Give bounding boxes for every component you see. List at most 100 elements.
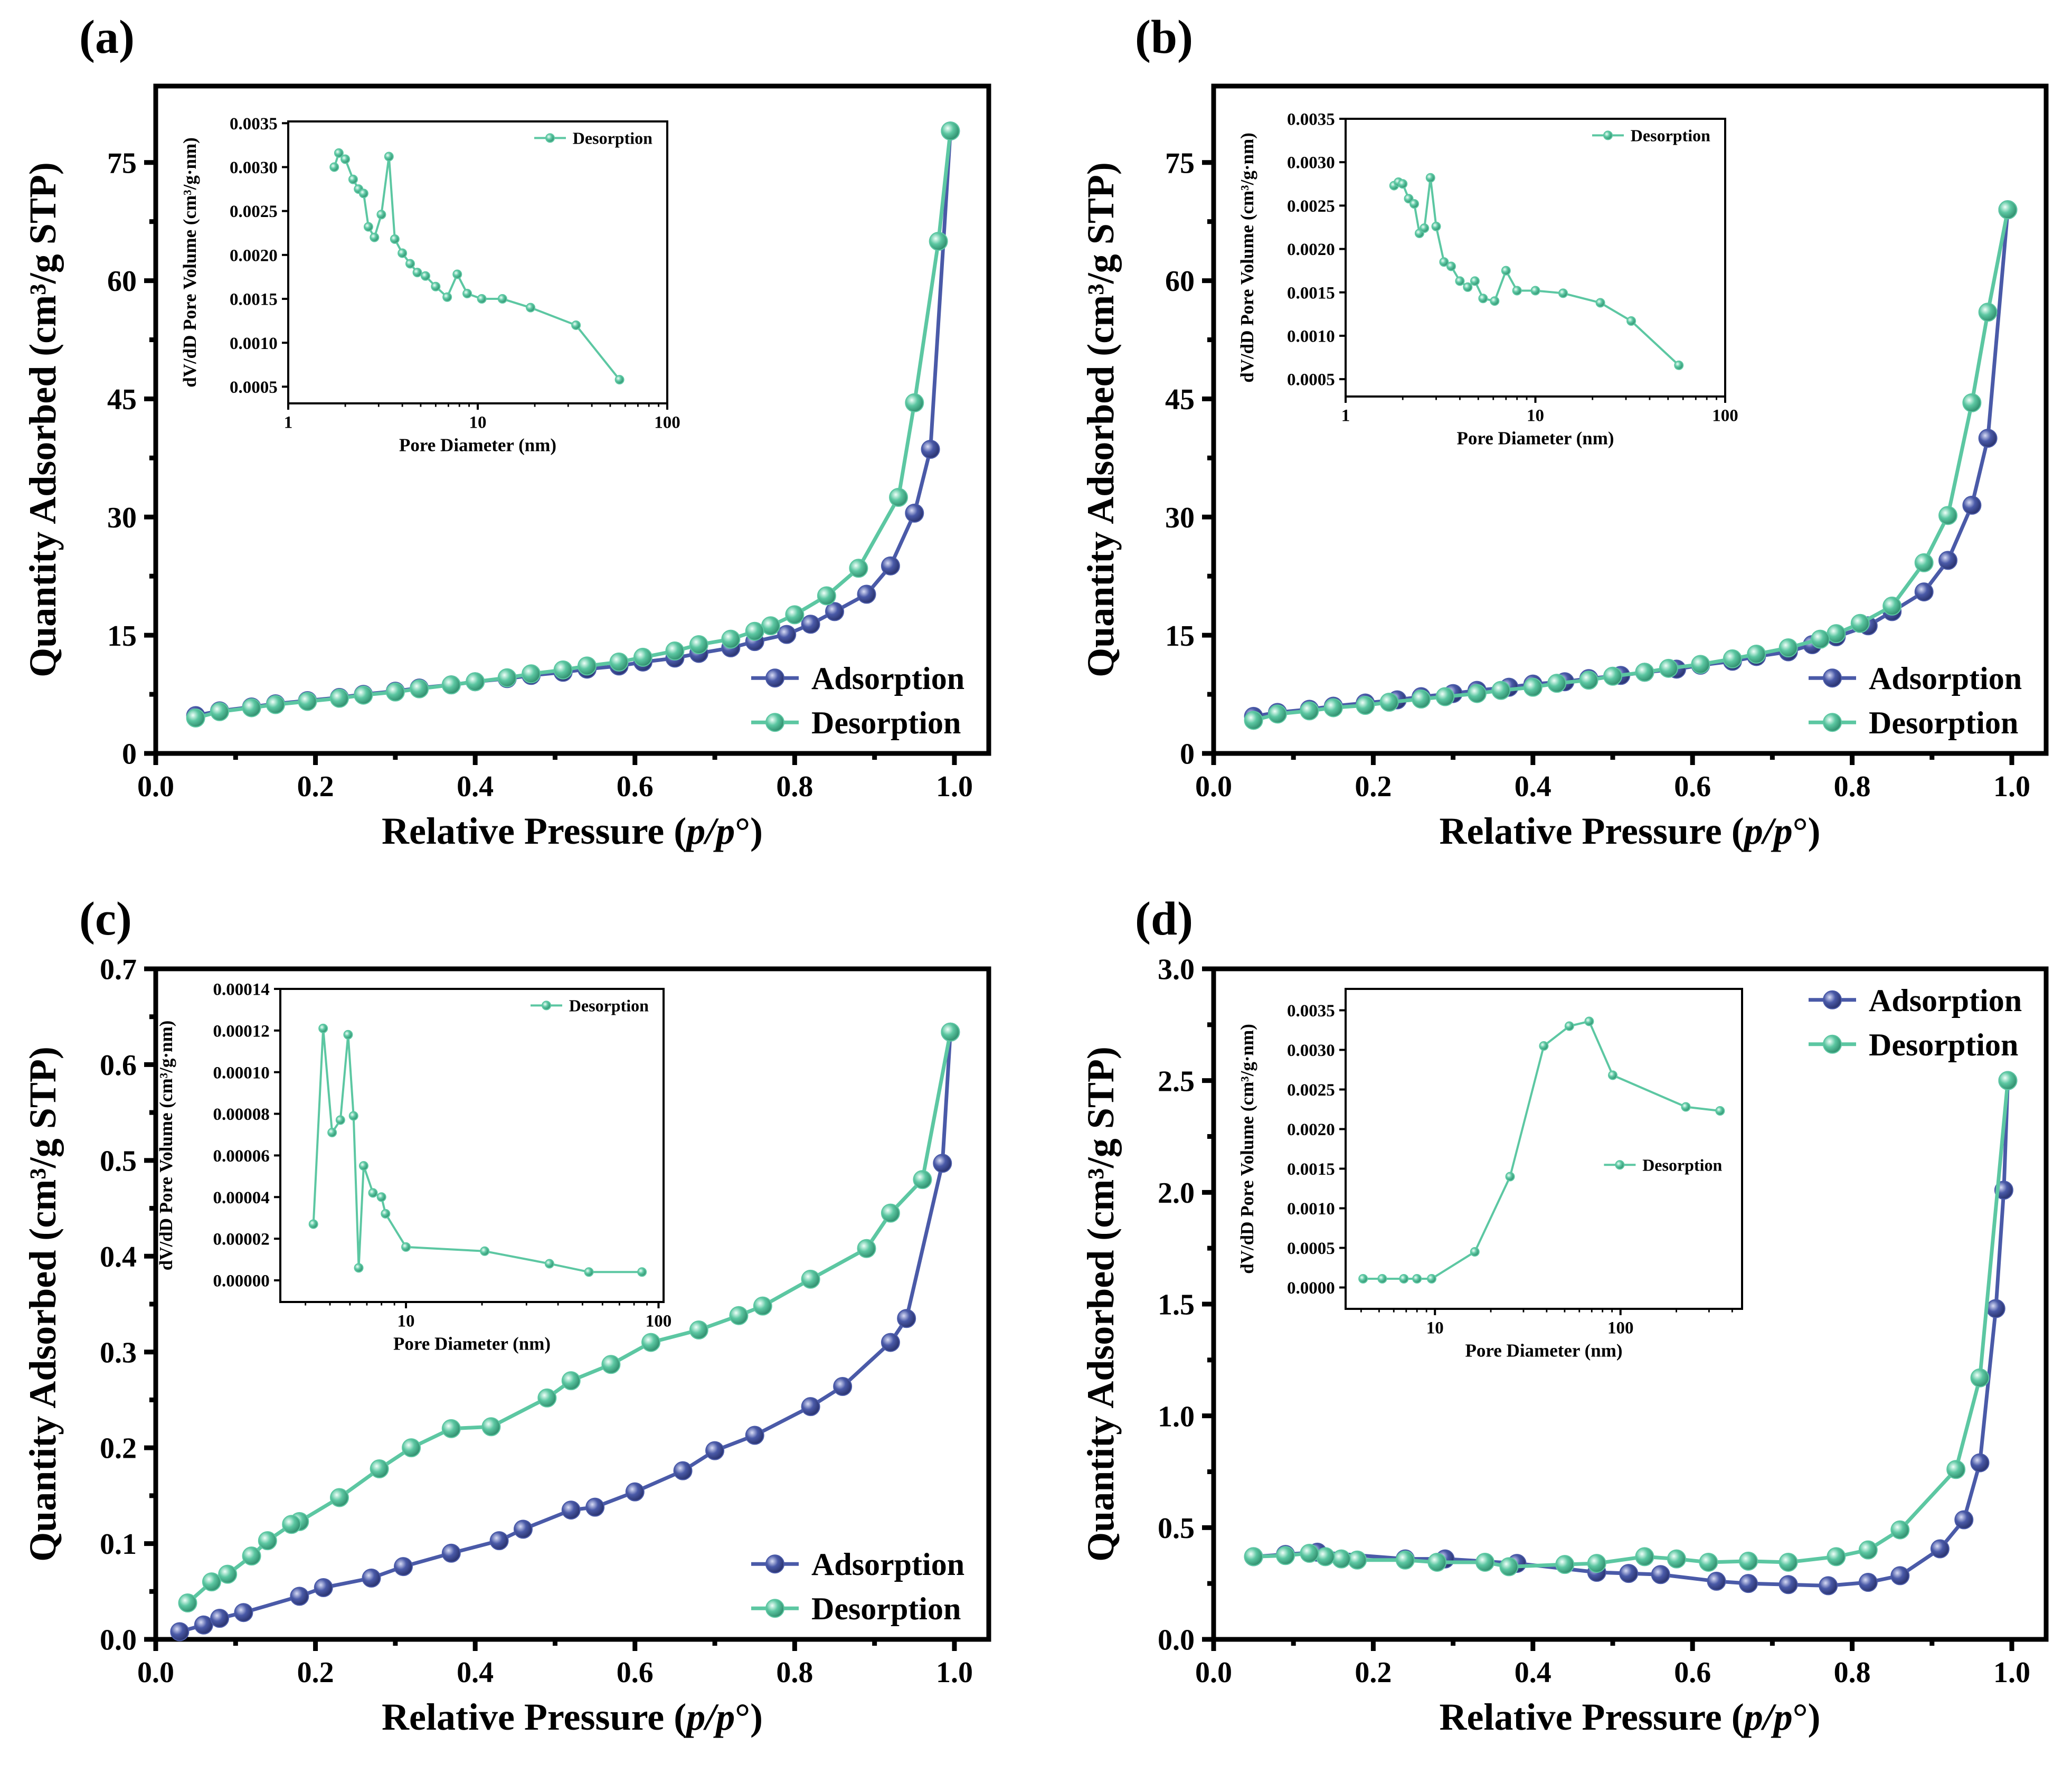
desorption-point: [481, 1417, 501, 1437]
x-axis-label: Relative Pressure (p/p°): [382, 1696, 763, 1738]
inset-desorption-point: [340, 154, 351, 164]
inset-desorption-point: [376, 1192, 386, 1202]
inset-desorption-point: [1681, 1102, 1691, 1112]
inset-x-tick-label: 100: [646, 1312, 672, 1331]
inset-y-tick-label: 0.0025: [1287, 1081, 1335, 1100]
desorption-point: [913, 1170, 932, 1190]
x-tick-label: 0.8: [1834, 770, 1871, 803]
desorption-point: [1827, 624, 1846, 644]
desorption-point: [186, 708, 205, 728]
desorption-point: [1499, 1557, 1519, 1577]
legend-adsorption-label: Adsorption: [811, 661, 964, 696]
legend-desorption-label: Desorption: [1642, 1156, 1722, 1175]
inset-desorption-point: [462, 289, 472, 299]
inset-desorption-point: [1715, 1106, 1725, 1116]
x-label-italic: p/p: [683, 1696, 735, 1738]
inset-y-axis-label: dV/dD Pore Volume (cm³/g·nm): [1237, 133, 1257, 383]
adsorption-point: [1819, 1576, 1838, 1596]
desorption-point: [1300, 1544, 1319, 1563]
legend-desorption-label: Desorption: [569, 996, 649, 1015]
x-label-italic: p/p: [1741, 1696, 1793, 1738]
inset-desorption-point: [327, 1128, 337, 1138]
legend-adsorption-label: Adsorption: [1869, 661, 2022, 696]
y-tick-label: 0: [1180, 738, 1195, 771]
inset-desorption-point: [401, 1242, 411, 1252]
x-tick-label: 0.2: [1355, 1656, 1392, 1689]
y-axis-label: Quantity Adsorbed (cm³/g STP): [22, 162, 64, 677]
desorption-point: [1978, 303, 1998, 322]
legend-desorption-marker: [765, 713, 784, 732]
desorption-point: [1587, 1554, 1606, 1573]
desorption-point: [1467, 684, 1487, 703]
adsorption-point: [561, 1501, 581, 1520]
desorption-point: [242, 1546, 261, 1566]
legend-adsorption-marker: [765, 668, 784, 688]
adsorption-point: [1986, 1299, 2005, 1318]
inset-chart: 10 100 0.00000 0.00002 0.00004 0.00006 0.00008…: [156, 980, 671, 1354]
desorption-point: [577, 656, 597, 676]
legend-adsorption-label: Adsorption: [1869, 983, 2022, 1018]
inset-desorption-point: [1409, 199, 1420, 209]
inset-y-tick-label: 0.0020: [1287, 1120, 1335, 1139]
x-label-end: °): [735, 810, 763, 852]
inset-y-tick-label: 0.0000: [1287, 1279, 1335, 1298]
x-tick-label: 0.4: [457, 770, 494, 803]
y-tick-label: 30: [107, 502, 137, 534]
desorption-point: [1850, 614, 1870, 633]
inset-desorption-point: [1478, 294, 1488, 304]
desorption-point: [1914, 553, 1934, 572]
x-tick-label: 1.0: [1993, 1656, 2030, 1689]
inset-desorption-point: [637, 1267, 647, 1277]
inset-desorption-point: [1439, 257, 1449, 267]
inset-desorption-point: [354, 1263, 364, 1273]
inset-desorption-point: [421, 271, 431, 281]
desorption-point: [1962, 393, 1982, 412]
inset-y-tick-label: 0.0005: [1287, 1239, 1335, 1258]
x-label-text: Relative Pressure (: [1440, 810, 1744, 852]
desorption-point: [1691, 655, 1710, 674]
inset-desorption-point: [1446, 261, 1456, 271]
adsorption-point: [825, 602, 845, 621]
desorption-point: [1427, 1552, 1447, 1572]
desorption-point: [210, 702, 230, 721]
adsorption-point: [290, 1587, 309, 1606]
inset-desorption-point: [1425, 173, 1435, 183]
inset-desorption-point: [1490, 296, 1500, 306]
inset-desorption-point: [571, 320, 581, 330]
inset-desorption-point: [1501, 266, 1511, 276]
y-tick-label: 60: [1165, 265, 1195, 298]
inset-desorption-point: [1512, 286, 1522, 296]
desorption-point: [1348, 1550, 1367, 1570]
desorption-point: [1379, 692, 1399, 712]
x-tick-label: 0.8: [776, 770, 813, 803]
x-label-end: °): [1793, 810, 1821, 852]
adsorption-point: [745, 1426, 764, 1445]
desorption-point: [1547, 674, 1567, 693]
inset-y-tick-label: 0.0010: [1287, 1200, 1335, 1219]
desorption-point: [466, 672, 485, 692]
inset-desorption-point: [358, 1161, 368, 1171]
inset-y-tick-label: 0.00014: [213, 980, 270, 999]
desorption-point: [689, 635, 708, 655]
y-tick-label: 0: [122, 738, 137, 771]
inset-y-tick-label: 0.0015: [230, 290, 278, 309]
inset-y-tick-label: 0.0025: [230, 202, 278, 221]
adsorption-point: [1938, 551, 1958, 570]
legend-adsorption-marker: [1823, 668, 1842, 688]
legend-desorption-label: Desorption: [811, 705, 961, 740]
panel-d: (d) 0.0 0.2 0.4 0.6 0.8 1.0 0.0 0.5 1.0 1.5 2.0 2.5 3…: [1080, 893, 2049, 1738]
inset-y-tick-label: 0.00002: [213, 1230, 270, 1249]
inset-x-tick-label: 100: [1607, 1319, 1634, 1338]
adsorption-point: [857, 584, 876, 604]
adsorption-point: [1619, 1564, 1639, 1583]
desorption-point: [929, 231, 948, 251]
x-tick-label: 0.0: [1195, 1656, 1232, 1689]
inset-desorption-point: [1539, 1041, 1549, 1051]
adsorption-point: [881, 1333, 900, 1352]
inset-desorption-point: [1470, 276, 1480, 286]
x-axis-label: Relative Pressure (p/p°): [1440, 810, 1821, 852]
inset-y-tick-label: 0.0010: [1287, 327, 1335, 346]
inset-plot-frame: [287, 120, 668, 404]
adsorption-point: [801, 615, 820, 634]
inset-y-tick-label: 0.00010: [213, 1063, 270, 1082]
